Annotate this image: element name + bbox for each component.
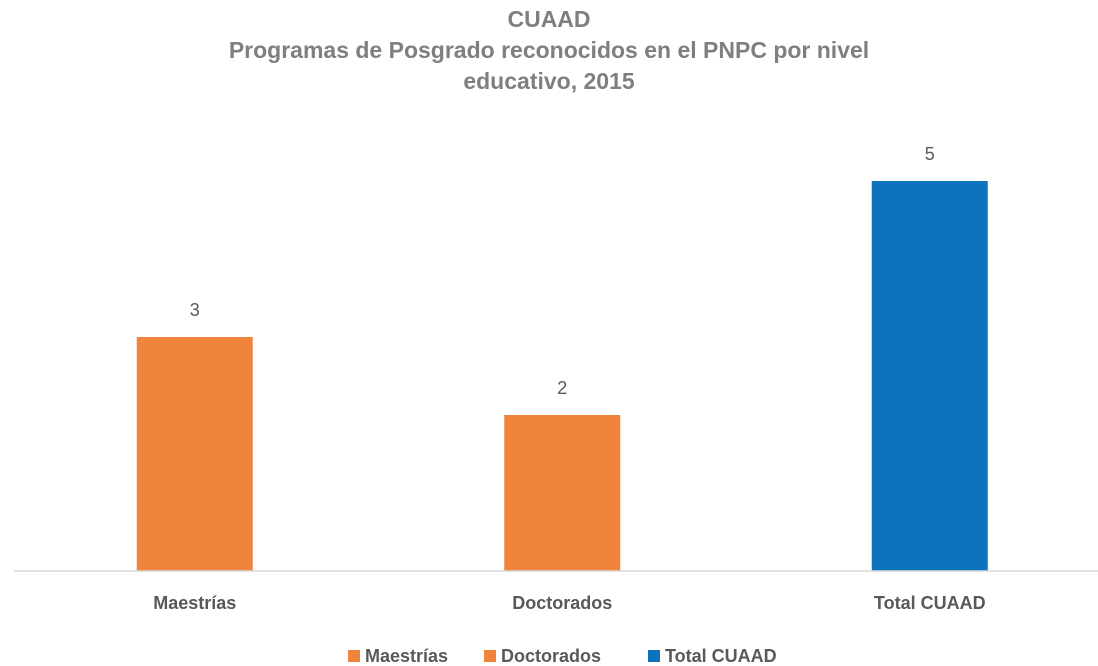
chart-title: CUAAD	[507, 6, 591, 32]
x-tick-label: Total CUAAD	[874, 593, 986, 613]
legend-swatch	[484, 650, 496, 662]
data-label: 2	[557, 378, 567, 398]
x-tick-label: Maestrías	[153, 593, 236, 613]
bar	[871, 181, 988, 571]
legend-label: Total CUAAD	[665, 646, 777, 666]
titles: CUAAD Programas de Posgrado reconocidos …	[99, 4, 999, 97]
bar	[504, 415, 621, 571]
legend-swatch	[648, 650, 660, 662]
data-label: 5	[925, 144, 935, 164]
chart-subtitle: Programas de Posgrado reconocidos en el …	[228, 37, 870, 94]
x-tick-label: Doctorados	[512, 593, 612, 613]
legend-label: Maestrías	[365, 646, 448, 666]
bar	[136, 337, 253, 571]
legend-label: Doctorados	[501, 646, 601, 666]
legend-swatch	[348, 650, 360, 662]
data-label: 3	[190, 300, 200, 320]
